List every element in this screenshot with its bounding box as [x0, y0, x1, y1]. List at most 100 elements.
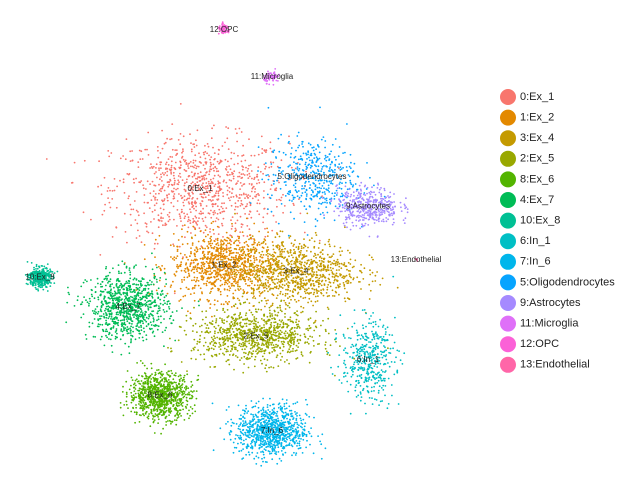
data-point — [241, 176, 244, 179]
data-point — [181, 157, 183, 159]
data-point — [325, 270, 328, 272]
data-point — [269, 141, 272, 144]
data-point — [228, 262, 231, 265]
data-point — [184, 182, 186, 185]
data-point — [209, 161, 212, 164]
data-point — [246, 273, 248, 276]
data-point — [236, 323, 239, 326]
data-point — [356, 276, 359, 279]
data-point — [212, 177, 215, 180]
data-point — [226, 274, 229, 277]
data-point — [225, 246, 228, 248]
data-point — [244, 271, 247, 274]
data-point — [217, 186, 219, 189]
data-point — [227, 242, 229, 245]
data-point — [269, 258, 272, 260]
data-point — [315, 261, 317, 264]
data-point — [89, 300, 92, 303]
data-point — [141, 385, 143, 387]
data-point — [236, 182, 238, 185]
data-point — [229, 243, 232, 246]
data-point — [181, 257, 184, 260]
data-point — [294, 266, 297, 269]
data-point — [213, 366, 216, 368]
data-point — [187, 270, 190, 272]
data-point — [202, 239, 205, 242]
data-point — [296, 340, 299, 342]
data-point — [253, 154, 256, 157]
data-point — [218, 208, 221, 211]
data-point — [283, 361, 286, 363]
data-point — [284, 323, 287, 325]
data-point — [222, 247, 225, 250]
data-point — [188, 288, 190, 290]
data-point — [169, 402, 172, 404]
data-point — [139, 383, 142, 385]
data-point — [223, 322, 225, 325]
data-point — [137, 394, 140, 397]
data-point — [248, 309, 251, 312]
data-point — [303, 264, 305, 267]
data-point — [238, 342, 241, 345]
data-point — [304, 335, 306, 338]
data-point — [210, 156, 213, 159]
data-point — [279, 290, 282, 293]
data-point — [270, 184, 273, 187]
data-point — [156, 176, 158, 179]
data-point — [209, 270, 212, 272]
data-point — [268, 336, 271, 339]
data-point — [214, 166, 217, 169]
data-point — [232, 354, 234, 357]
data-point — [204, 196, 207, 199]
data-point — [260, 253, 262, 256]
data-point — [200, 265, 203, 267]
data-point — [189, 189, 192, 192]
data-point — [318, 335, 321, 337]
data-point — [180, 220, 182, 223]
data-point — [155, 171, 157, 173]
data-point — [139, 296, 142, 299]
data-point — [329, 344, 332, 347]
data-point — [243, 266, 245, 268]
data-point — [300, 353, 303, 356]
data-point — [274, 259, 277, 262]
data-point — [163, 407, 165, 410]
data-point — [146, 148, 148, 151]
data-point — [317, 281, 320, 284]
data-point — [322, 294, 325, 297]
data-point — [179, 133, 182, 135]
data-point — [218, 268, 221, 270]
data-point — [219, 337, 222, 340]
data-point — [345, 280, 347, 283]
data-point — [139, 395, 142, 398]
data-point — [179, 252, 182, 255]
data-point — [283, 250, 285, 253]
data-point — [338, 167, 340, 170]
data-point — [300, 285, 303, 288]
data-point — [242, 292, 245, 295]
data-point — [251, 280, 254, 283]
data-point — [188, 175, 190, 177]
data-point — [247, 167, 250, 170]
data-point — [132, 178, 135, 181]
data-point — [244, 348, 246, 350]
data-point — [251, 320, 254, 322]
data-point — [290, 274, 293, 277]
data-point — [360, 263, 362, 266]
data-point — [243, 343, 246, 345]
data-point — [197, 374, 200, 377]
data-point — [299, 253, 301, 256]
data-point — [232, 343, 235, 346]
data-point — [320, 324, 322, 327]
data-point — [186, 400, 189, 403]
data-point — [259, 284, 262, 286]
data-point — [175, 154, 178, 157]
data-point — [131, 323, 133, 325]
data-point — [246, 269, 249, 272]
data-point — [211, 287, 214, 290]
data-point — [142, 339, 145, 342]
data-point — [341, 250, 343, 253]
data-point — [174, 400, 177, 402]
data-point — [195, 280, 197, 283]
data-point — [278, 319, 281, 322]
